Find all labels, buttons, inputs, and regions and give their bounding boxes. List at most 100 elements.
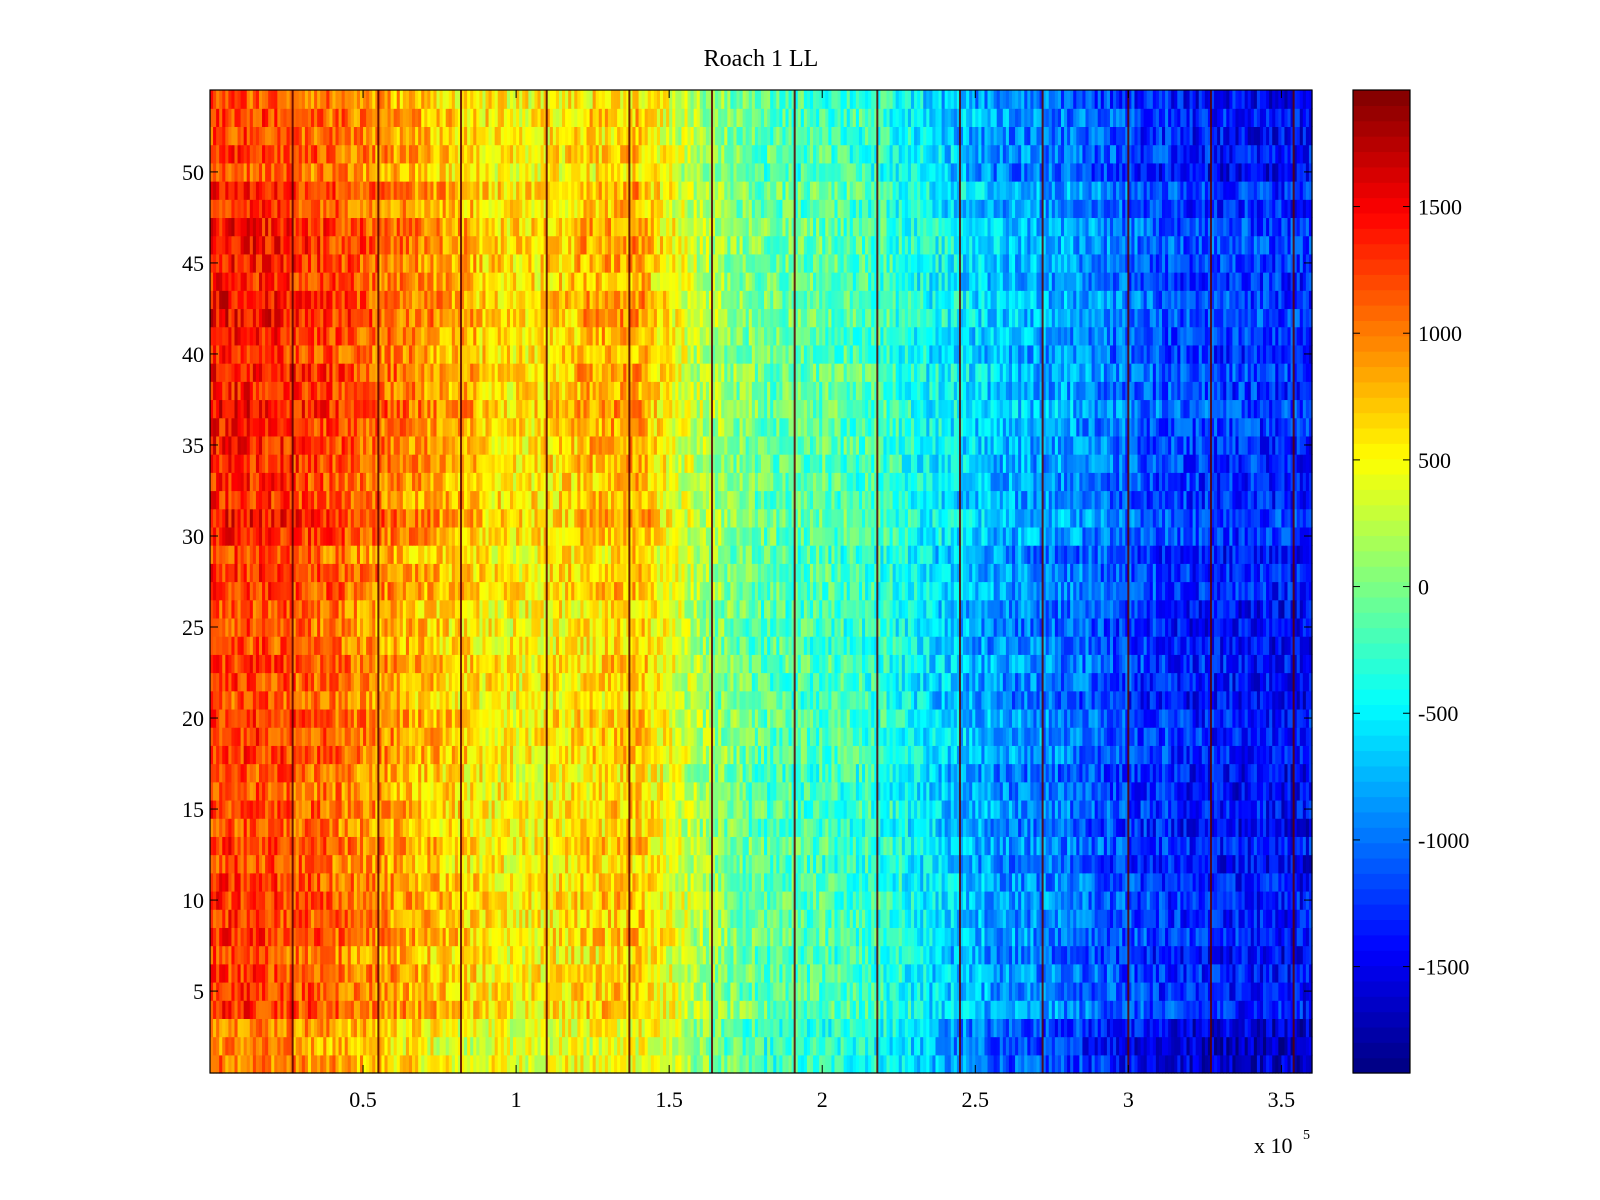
heatmap-cell bbox=[442, 1018, 447, 1038]
heatmap-cell bbox=[451, 1054, 456, 1074]
heatmap-cell bbox=[292, 1036, 297, 1056]
heatmap-cell bbox=[1091, 1036, 1096, 1056]
heatmap-cell bbox=[1116, 1054, 1120, 1074]
heatmap-cell bbox=[1229, 1054, 1234, 1074]
heatmap-cell bbox=[727, 1036, 731, 1056]
heatmap-cell bbox=[672, 1036, 676, 1056]
heatmap-cell bbox=[690, 1018, 695, 1038]
heatmap-cell bbox=[1082, 1054, 1087, 1074]
heatmap-cell bbox=[252, 1036, 257, 1056]
heatmap-cell bbox=[249, 1054, 254, 1074]
heatmap-cell bbox=[932, 1054, 937, 1074]
heatmap-cell bbox=[295, 1018, 300, 1038]
heatmap-cell bbox=[222, 1036, 226, 1056]
heatmap-cell bbox=[249, 1018, 254, 1038]
heatmap-cell bbox=[552, 1054, 557, 1074]
heatmap-cell bbox=[448, 1018, 453, 1038]
heatmap-cell bbox=[1259, 1054, 1264, 1074]
heatmap-cell bbox=[317, 1036, 321, 1056]
heatmap-cell bbox=[369, 1054, 373, 1074]
heatmap-cell bbox=[565, 1054, 569, 1074]
heatmap-cell bbox=[283, 1018, 288, 1038]
heatmap-cell bbox=[396, 1036, 401, 1056]
heatmap-cell bbox=[445, 1018, 450, 1038]
heatmap-cell bbox=[1018, 1054, 1022, 1074]
heatmap-cell bbox=[329, 1018, 334, 1038]
heatmap-cell bbox=[531, 1054, 536, 1074]
heatmap-cell bbox=[996, 1054, 1001, 1074]
heatmap-cell bbox=[491, 1036, 496, 1056]
heatmap-cell bbox=[497, 1054, 502, 1074]
heatmap-cell bbox=[298, 1054, 303, 1074]
heatmap-cell bbox=[1259, 1036, 1264, 1056]
heatmap-cell bbox=[1137, 1036, 1142, 1056]
heatmap-cell bbox=[399, 1036, 404, 1056]
heatmap-cell bbox=[1155, 1054, 1160, 1074]
heatmap-cell bbox=[1177, 1036, 1181, 1056]
heatmap-cell bbox=[708, 1036, 713, 1056]
heatmap-cell bbox=[761, 1054, 765, 1074]
heatmap-cell bbox=[213, 1054, 217, 1074]
heatmap-cell bbox=[632, 1054, 637, 1074]
heatmap-cell bbox=[586, 1036, 591, 1056]
heatmap-cell bbox=[427, 1018, 431, 1038]
heatmap-cell bbox=[1223, 1036, 1227, 1056]
heatmap-cell bbox=[791, 1054, 796, 1074]
heatmap-cell bbox=[865, 1036, 869, 1056]
heatmap-cell bbox=[473, 1036, 477, 1056]
heatmap-cell bbox=[1241, 1054, 1246, 1074]
heatmap-cell bbox=[1015, 1054, 1019, 1074]
heatmap-cell bbox=[421, 1054, 425, 1074]
heatmap-cell bbox=[761, 1036, 765, 1056]
heatmap-cell bbox=[1235, 1036, 1240, 1056]
heatmap-cell bbox=[681, 1018, 686, 1038]
heatmap-cell bbox=[366, 1018, 370, 1038]
heatmap-cell bbox=[1299, 1054, 1304, 1074]
heatmap-cell bbox=[1149, 1054, 1154, 1074]
heatmap-cell bbox=[1082, 1036, 1087, 1056]
heatmap-cell bbox=[1106, 1054, 1111, 1074]
heatmap-cell bbox=[617, 1054, 621, 1074]
heatmap-cell bbox=[503, 1054, 508, 1074]
heatmap-cell bbox=[647, 1036, 652, 1056]
heatmap-cell bbox=[938, 1054, 943, 1074]
heatmap-cell bbox=[1281, 1054, 1286, 1074]
heatmap-cell bbox=[286, 1036, 291, 1056]
heatmap-cell bbox=[595, 1054, 600, 1074]
heatmap-cell bbox=[987, 1054, 992, 1074]
heatmap-cell bbox=[571, 1018, 575, 1038]
heatmap-cell bbox=[341, 1018, 346, 1038]
heatmap-cell bbox=[944, 1054, 949, 1074]
heatmap-cell bbox=[904, 1054, 909, 1074]
heatmap-cell bbox=[956, 1054, 961, 1074]
heatmap-cell bbox=[666, 1018, 670, 1038]
heatmap-cell bbox=[482, 1036, 487, 1056]
heatmap-cell bbox=[531, 1018, 536, 1038]
heatmap-cell bbox=[1057, 1054, 1062, 1074]
heatmap-cell bbox=[540, 1054, 545, 1074]
heatmap-cell bbox=[280, 1018, 285, 1038]
heatmap-cell bbox=[687, 1054, 692, 1074]
heatmap-cell bbox=[271, 1018, 275, 1038]
heatmap-cell bbox=[647, 1018, 652, 1038]
heatmap-cell bbox=[301, 1054, 306, 1074]
heatmap-cell bbox=[730, 1054, 735, 1074]
heatmap-cell bbox=[1168, 1036, 1172, 1056]
heatmap-cell bbox=[1302, 1036, 1307, 1056]
heatmap-cell bbox=[516, 1018, 520, 1038]
heatmap-cell bbox=[611, 1036, 615, 1056]
heatmap-cell bbox=[369, 1036, 373, 1056]
heatmap-cell bbox=[519, 1018, 523, 1038]
heatmap-cell bbox=[1033, 1054, 1038, 1074]
heatmap-cell bbox=[286, 1018, 291, 1038]
heatmap-cell bbox=[1008, 1054, 1013, 1074]
heatmap-cell bbox=[953, 1036, 958, 1056]
heatmap-cell bbox=[629, 1018, 634, 1038]
heatmap-cell bbox=[1143, 1054, 1148, 1074]
heatmap-cell bbox=[742, 1018, 747, 1038]
heatmap-cell bbox=[1033, 1036, 1038, 1056]
heatmap-cell bbox=[910, 1036, 915, 1056]
heatmap-cell bbox=[1116, 1036, 1120, 1056]
heatmap-cell bbox=[736, 1036, 741, 1056]
heatmap-cell bbox=[252, 1054, 257, 1074]
